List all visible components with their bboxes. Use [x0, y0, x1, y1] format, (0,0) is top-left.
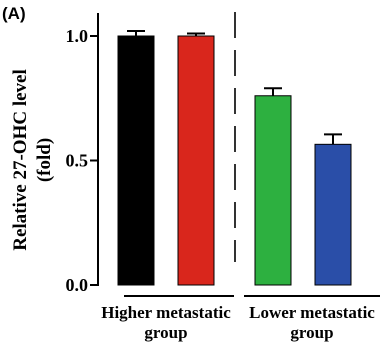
x-group-label: Higher metastatic: [101, 303, 231, 322]
x-group-label: Lower metastatic: [249, 303, 375, 322]
bar: [254, 95, 292, 286]
bar: [117, 35, 155, 286]
x-group-label: group: [144, 323, 187, 342]
y-tick-label: 0.0: [66, 275, 89, 295]
y-tick-label: 1.0: [66, 26, 89, 46]
y-tick-label: 0.5: [66, 151, 89, 171]
panel-label: (A): [2, 4, 26, 23]
y-axis-title: Relative 27-OHC level (fold): [10, 69, 55, 251]
bars: [117, 30, 352, 286]
bar: [314, 143, 352, 286]
y-axis-ticks: 0.0 0.5 1.0: [66, 26, 98, 295]
y-axis-title-line: (fold): [34, 138, 55, 182]
x-group-label: group: [290, 323, 333, 342]
bar: [177, 35, 215, 286]
y-axis-title-line: Relative 27-OHC level: [10, 69, 31, 251]
